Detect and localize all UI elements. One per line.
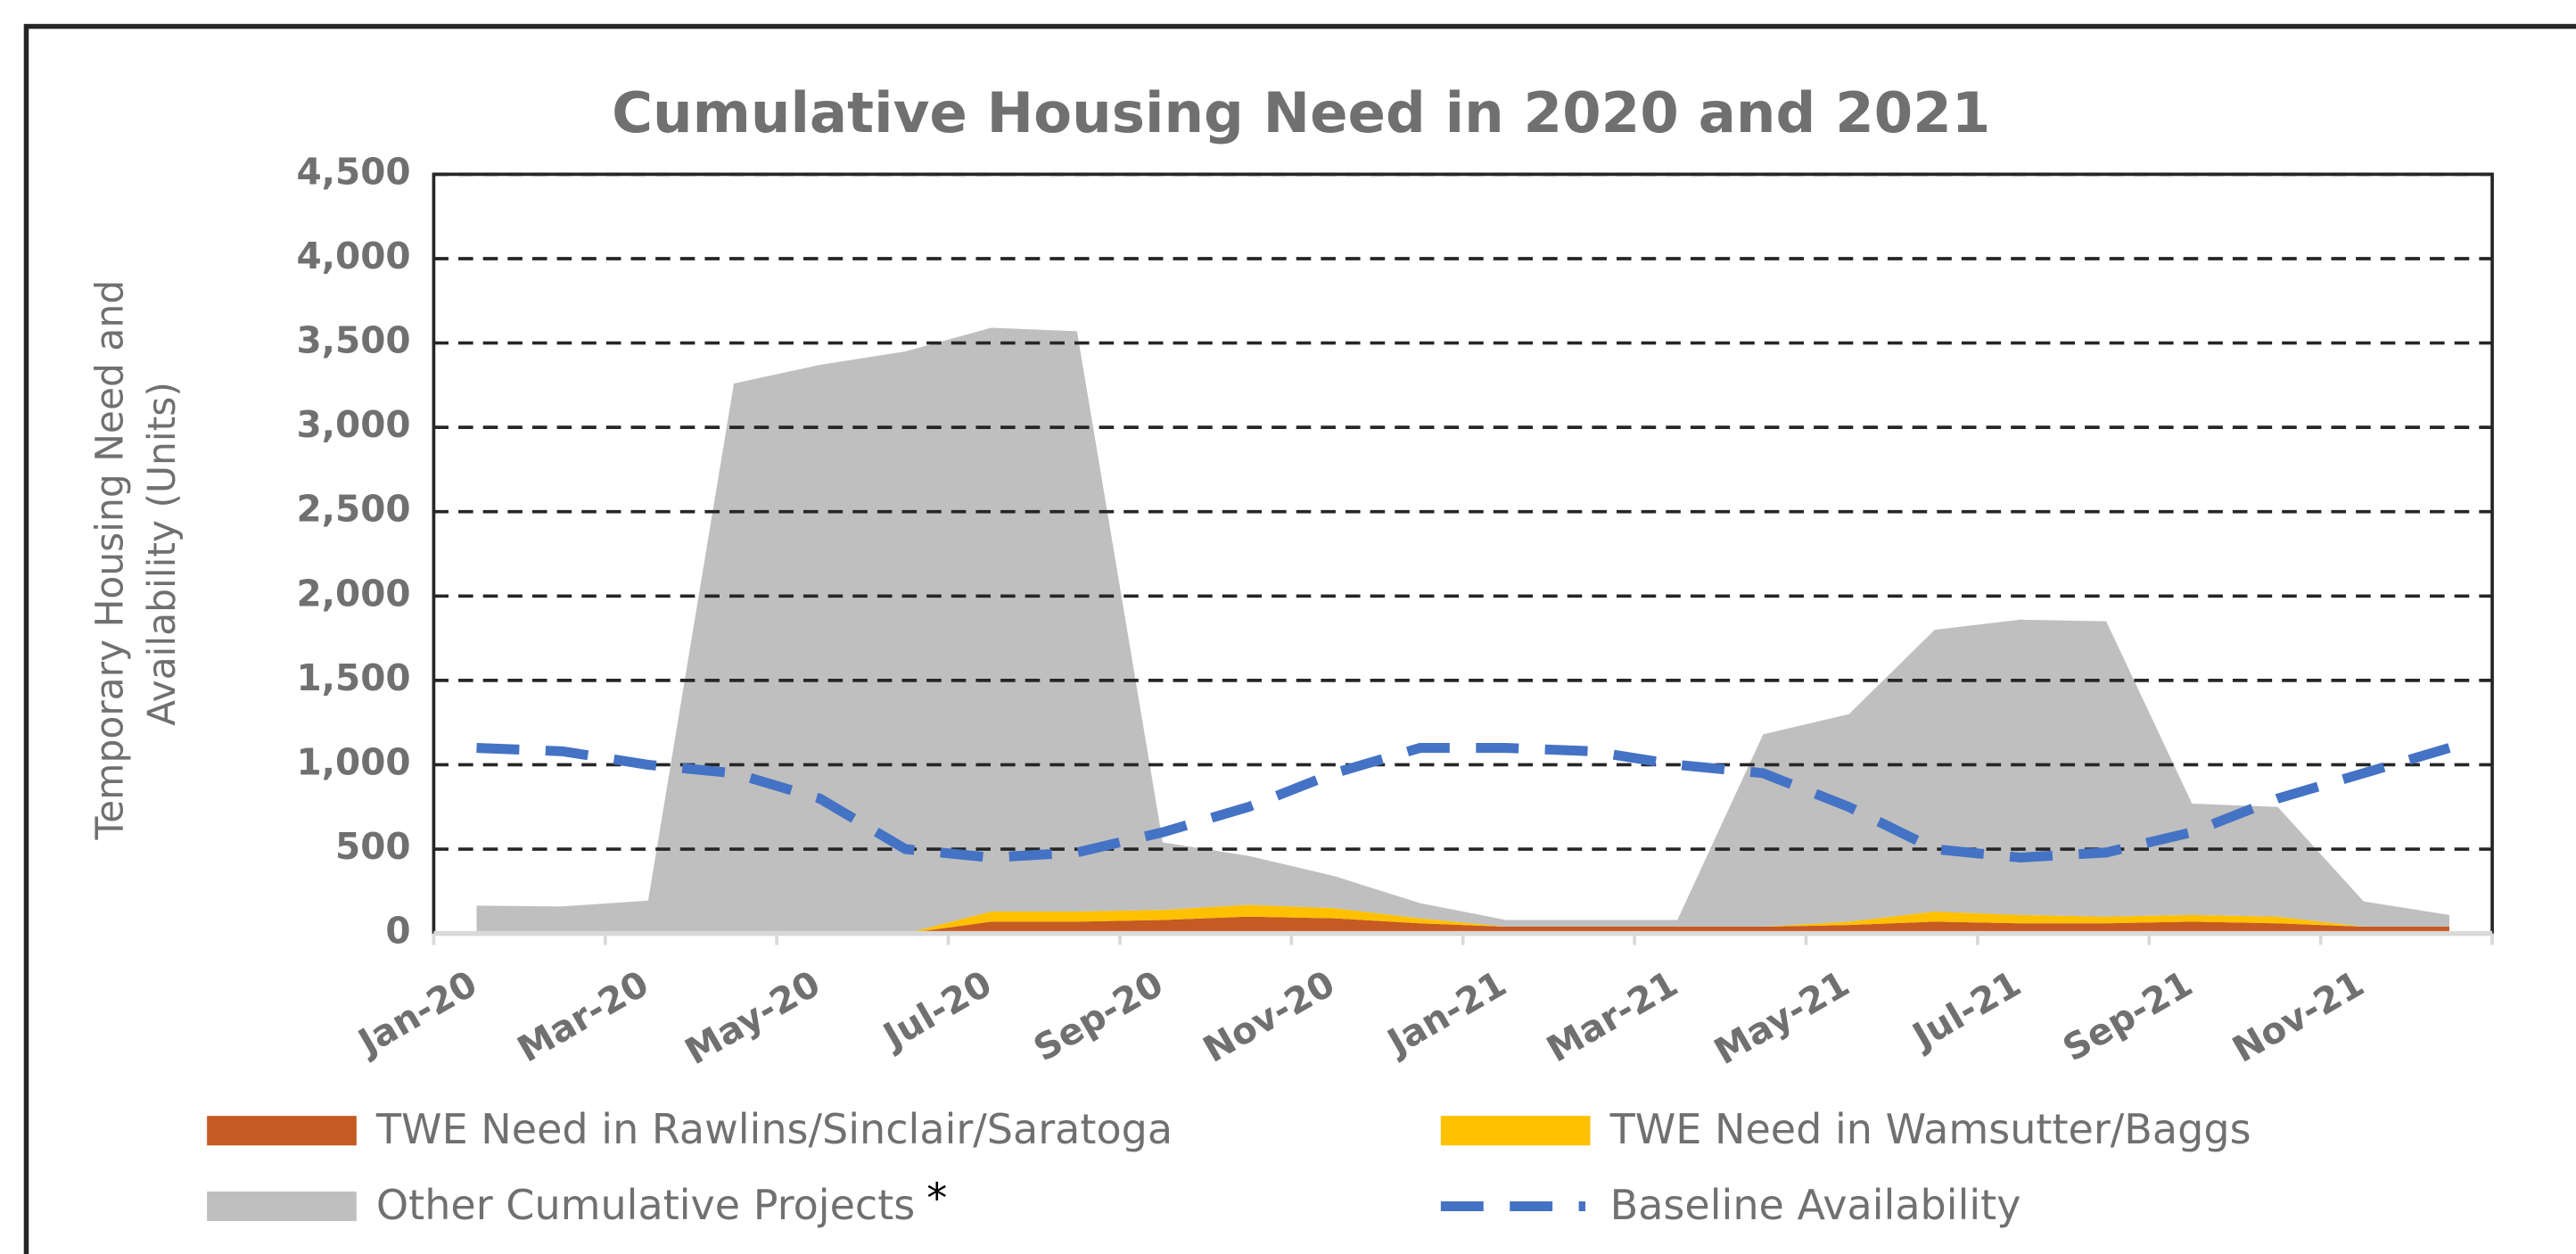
legend-swatch	[207, 1116, 357, 1146]
y-tick-label: 0	[385, 910, 410, 953]
x-tick-label: Mar-21	[1539, 962, 1684, 1071]
x-tick-label: May-21	[1707, 962, 1856, 1074]
area	[476, 327, 2449, 934]
x-tick-label: Nov-21	[2225, 962, 2371, 1071]
y-axis-label-line: Availability (Units)	[140, 382, 184, 726]
chart-title: Cumulative Housing Need in 2020 and 2021	[612, 80, 1990, 145]
y-tick-label: 3,000	[296, 403, 410, 446]
legend-swatch	[207, 1191, 357, 1222]
x-tick-label: Jul-21	[1903, 962, 2028, 1060]
chart-border	[23, 23, 2576, 1254]
x-tick-label: Sep-21	[2055, 962, 2200, 1070]
y-axis-label: Temporary Housing Need and Availability …	[87, 268, 184, 840]
legend-swatch	[1440, 1116, 1591, 1146]
y-tick-label: 4,000	[296, 235, 410, 277]
area	[476, 904, 2449, 934]
x-tick-label: Jul-20	[874, 962, 999, 1060]
x-tick-label: Sep-20	[1026, 962, 1171, 1070]
legend-label: TWE Need in Rawlins/Sinclair/Saratoga	[375, 1105, 1173, 1153]
y-tick-label: 2,500	[296, 488, 410, 531]
line	[476, 743, 2451, 863]
x-tick-label: Jan-21	[1379, 962, 1514, 1065]
area	[476, 916, 2449, 934]
legend-annotation: *	[926, 1174, 947, 1222]
y-tick-label: 1,000	[296, 740, 410, 783]
y-tick-label: 2,000	[296, 572, 410, 615]
y-tick-label: 4,500	[296, 150, 410, 193]
y-tick-label: 1,500	[296, 656, 410, 699]
x-tick-label: May-20	[678, 962, 827, 1074]
legend-label: Baseline Availability	[1610, 1181, 2021, 1229]
y-axis-label-line: Temporary Housing Need and	[87, 280, 131, 841]
y-tick-label: 3,500	[296, 319, 410, 362]
x-tick-label: Mar-20	[510, 962, 655, 1071]
x-tick-label: Jan-20	[349, 962, 484, 1065]
x-tick-label: Nov-20	[1196, 962, 1342, 1071]
y-tick-label: 500	[335, 825, 411, 868]
legend-label: Other Cumulative Projects	[376, 1181, 915, 1229]
legend-label: TWE Need in Wamsutter/Baggs	[1609, 1105, 2251, 1153]
